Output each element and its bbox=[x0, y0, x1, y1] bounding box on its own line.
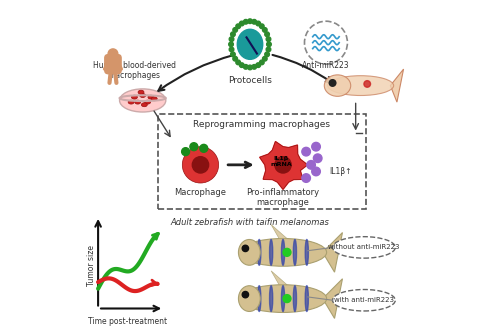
FancyBboxPatch shape bbox=[158, 114, 366, 209]
Ellipse shape bbox=[144, 100, 150, 104]
Circle shape bbox=[182, 147, 218, 183]
Circle shape bbox=[260, 24, 264, 29]
Ellipse shape bbox=[258, 286, 261, 311]
Ellipse shape bbox=[294, 286, 296, 311]
Circle shape bbox=[230, 32, 235, 37]
Circle shape bbox=[108, 49, 118, 59]
Circle shape bbox=[248, 19, 252, 24]
Ellipse shape bbox=[270, 286, 272, 311]
Circle shape bbox=[304, 21, 348, 64]
Circle shape bbox=[302, 174, 310, 182]
Circle shape bbox=[236, 24, 240, 29]
Ellipse shape bbox=[152, 97, 157, 101]
Ellipse shape bbox=[148, 95, 154, 99]
Text: IL1β
mRNA: IL1β mRNA bbox=[270, 156, 292, 167]
Circle shape bbox=[242, 245, 248, 251]
Polygon shape bbox=[260, 142, 308, 189]
Ellipse shape bbox=[238, 286, 260, 311]
Circle shape bbox=[266, 42, 272, 47]
Circle shape bbox=[266, 37, 271, 42]
Text: with anti-miR223: with anti-miR223 bbox=[334, 297, 394, 303]
Ellipse shape bbox=[282, 239, 284, 265]
Ellipse shape bbox=[305, 286, 308, 311]
Circle shape bbox=[302, 147, 310, 156]
Ellipse shape bbox=[132, 95, 138, 99]
FancyBboxPatch shape bbox=[105, 55, 121, 74]
Ellipse shape bbox=[270, 239, 272, 265]
Polygon shape bbox=[271, 225, 287, 238]
Circle shape bbox=[275, 157, 291, 173]
Circle shape bbox=[265, 52, 270, 57]
Text: Time post-treatment: Time post-treatment bbox=[88, 317, 168, 326]
Ellipse shape bbox=[305, 239, 308, 265]
Circle shape bbox=[312, 167, 320, 176]
Circle shape bbox=[330, 80, 336, 86]
Circle shape bbox=[283, 295, 291, 303]
Circle shape bbox=[242, 291, 248, 298]
Ellipse shape bbox=[332, 237, 396, 258]
Circle shape bbox=[240, 63, 244, 68]
Text: Human blood-derived
macrophages: Human blood-derived macrophages bbox=[93, 61, 176, 81]
Polygon shape bbox=[322, 232, 342, 272]
Ellipse shape bbox=[128, 100, 134, 104]
Circle shape bbox=[230, 52, 235, 57]
Ellipse shape bbox=[240, 285, 326, 312]
Circle shape bbox=[192, 157, 208, 173]
Circle shape bbox=[260, 60, 264, 65]
Circle shape bbox=[182, 148, 190, 156]
Circle shape bbox=[252, 65, 256, 69]
Circle shape bbox=[190, 143, 198, 151]
Circle shape bbox=[256, 21, 260, 26]
Circle shape bbox=[244, 19, 248, 24]
Circle shape bbox=[236, 60, 240, 65]
Ellipse shape bbox=[258, 239, 261, 265]
Ellipse shape bbox=[238, 29, 262, 59]
Ellipse shape bbox=[282, 286, 284, 311]
Text: Anti-miR223: Anti-miR223 bbox=[302, 62, 350, 71]
Ellipse shape bbox=[142, 103, 148, 107]
Ellipse shape bbox=[135, 100, 140, 104]
Ellipse shape bbox=[240, 238, 326, 266]
Ellipse shape bbox=[328, 76, 394, 96]
Polygon shape bbox=[322, 279, 342, 318]
Text: without anti-miR223: without anti-miR223 bbox=[328, 244, 400, 250]
Polygon shape bbox=[390, 69, 404, 102]
Ellipse shape bbox=[138, 90, 144, 94]
Circle shape bbox=[229, 47, 234, 52]
Circle shape bbox=[266, 47, 271, 52]
Text: Reprogramming macrophages: Reprogramming macrophages bbox=[193, 120, 330, 129]
Circle shape bbox=[200, 145, 207, 152]
Ellipse shape bbox=[332, 289, 396, 311]
Circle shape bbox=[248, 65, 252, 70]
Circle shape bbox=[244, 65, 248, 69]
Ellipse shape bbox=[294, 239, 296, 265]
Circle shape bbox=[262, 28, 267, 32]
Ellipse shape bbox=[140, 94, 145, 98]
Circle shape bbox=[233, 56, 237, 61]
Circle shape bbox=[283, 248, 291, 256]
Circle shape bbox=[262, 56, 267, 61]
Circle shape bbox=[240, 21, 244, 26]
Text: Protocells: Protocells bbox=[228, 76, 272, 85]
Circle shape bbox=[233, 28, 237, 32]
Circle shape bbox=[364, 81, 370, 87]
Circle shape bbox=[312, 143, 320, 151]
Circle shape bbox=[228, 42, 234, 47]
Text: Tumor size: Tumor size bbox=[88, 245, 96, 286]
Circle shape bbox=[307, 161, 316, 169]
Ellipse shape bbox=[324, 75, 350, 96]
Text: Adult zebrafish with taifin melanomas: Adult zebrafish with taifin melanomas bbox=[170, 218, 330, 227]
Circle shape bbox=[265, 32, 270, 37]
Ellipse shape bbox=[120, 89, 166, 112]
Circle shape bbox=[314, 154, 322, 163]
Circle shape bbox=[252, 19, 256, 24]
Polygon shape bbox=[271, 271, 287, 285]
Text: Macrophage: Macrophage bbox=[174, 188, 227, 197]
Circle shape bbox=[256, 63, 260, 68]
Circle shape bbox=[229, 37, 234, 42]
Text: IL1β↑: IL1β↑ bbox=[330, 167, 352, 176]
Ellipse shape bbox=[238, 239, 260, 265]
Text: Pro-inflammatory
macrophage: Pro-inflammatory macrophage bbox=[246, 188, 320, 207]
